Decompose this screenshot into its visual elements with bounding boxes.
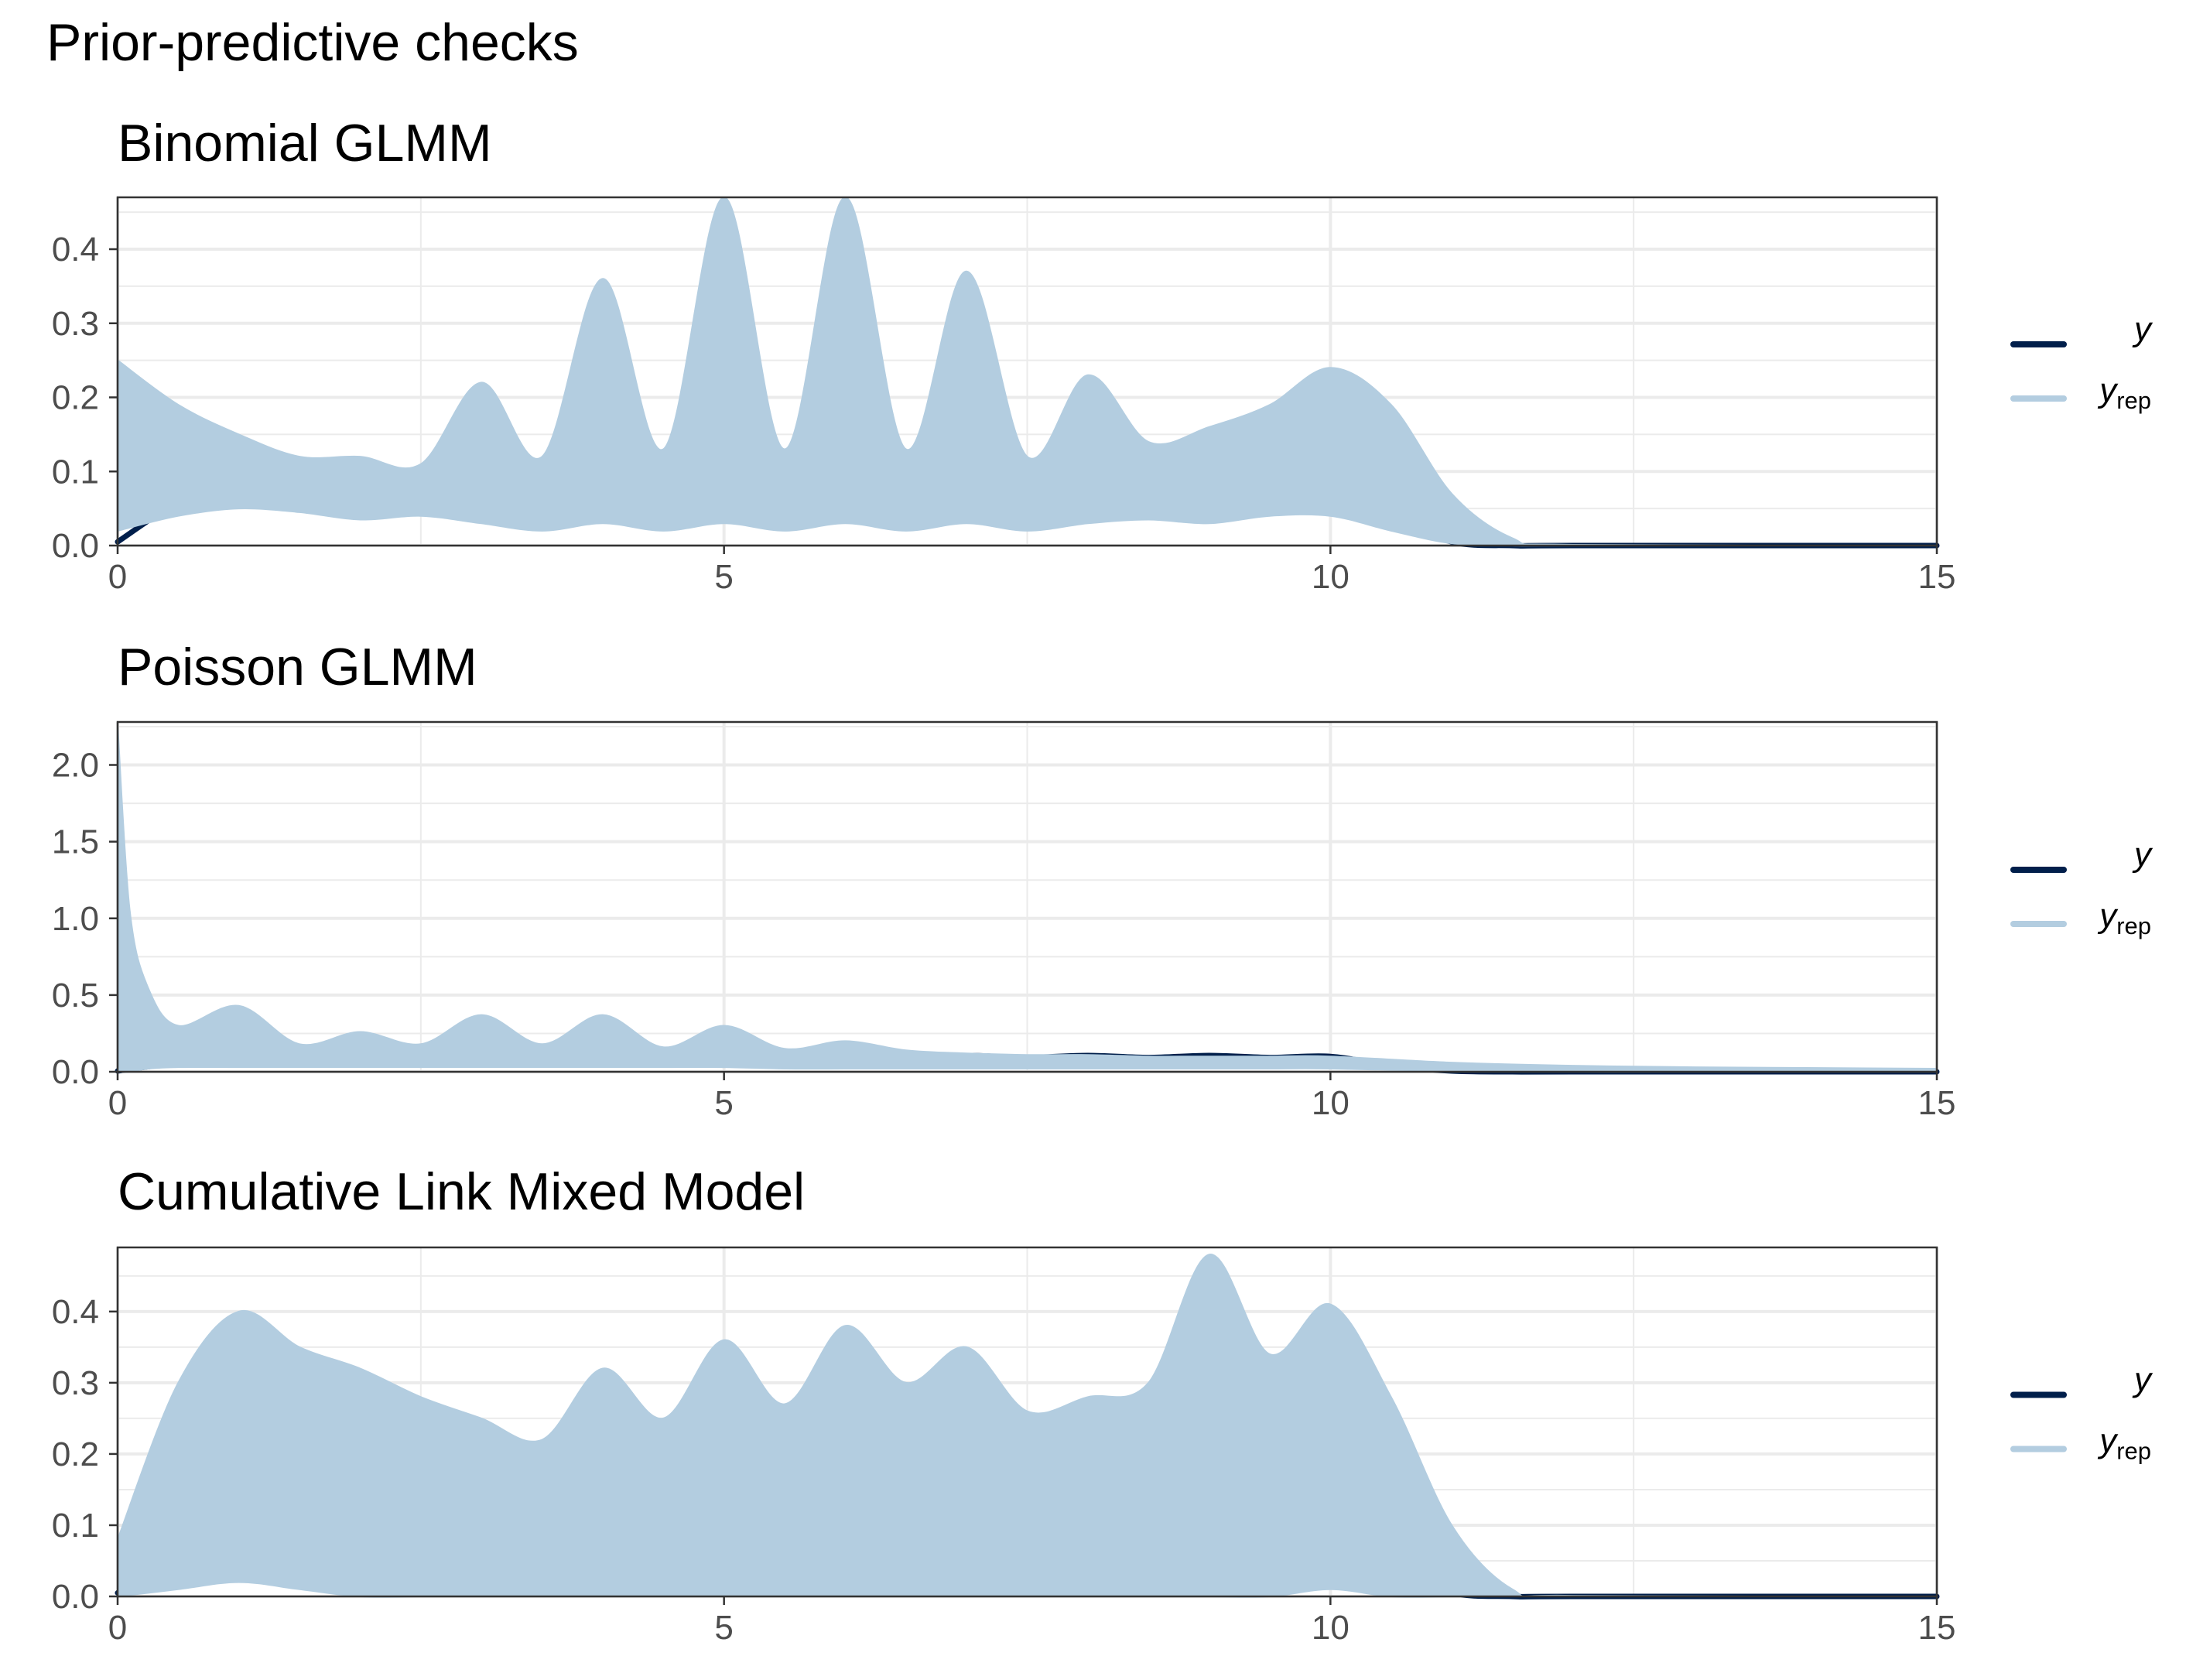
p2-title: Poisson GLMM <box>118 638 477 696</box>
p1-legend-label-yrep: yrep <box>2097 371 2151 414</box>
p3-panel-border <box>116 1246 1938 1598</box>
p2-panel-border <box>116 720 1938 1073</box>
p1-y-tick-label: 0.2 <box>52 379 99 417</box>
p3-y-tick-label: 0.1 <box>52 1507 99 1545</box>
p3-x-tick-label: 5 <box>714 1609 733 1647</box>
p2-y-tick-label: 1.5 <box>52 823 99 861</box>
p3-x-tick-label: 10 <box>1312 1609 1350 1647</box>
p1-y-tick-label: 0.1 <box>52 453 99 491</box>
p1-x-tick-label: 0 <box>108 558 127 596</box>
p1-y-tick-label: 0.4 <box>52 231 99 269</box>
p1-x-tick-label: 10 <box>1312 558 1350 596</box>
p1-y-tick-label: 0.3 <box>52 305 99 343</box>
p2-y-tick-label: 0.5 <box>52 977 99 1015</box>
p1-y-tick-label: 0.0 <box>52 527 99 565</box>
p1-series-yrep <box>117 197 1938 547</box>
p3-legend-label-yrep: yrep <box>2097 1422 2151 1465</box>
p1-x-tick-label: 15 <box>1918 558 1956 596</box>
p2-legend-label-yrep: yrep <box>2097 897 2151 939</box>
figure-title: Prior-predictive checks <box>46 13 579 72</box>
p1-panel-border <box>116 196 1938 547</box>
p2-x-tick-label: 10 <box>1312 1084 1350 1122</box>
p3-title: Cumulative Link Mixed Model <box>118 1162 805 1221</box>
p3-x-tick-label: 15 <box>1918 1609 1956 1647</box>
p2-series-yrep <box>117 724 1938 1073</box>
p2-y-tick-label: 2.0 <box>52 747 99 785</box>
p2-y-tick-label: 0.0 <box>52 1053 99 1091</box>
p2-x-tick-label: 5 <box>714 1084 733 1122</box>
p3-y-tick-label: 0.0 <box>52 1578 99 1616</box>
p2-y-tick-label: 1.0 <box>52 900 99 938</box>
p2-x-tick-label: 15 <box>1918 1084 1956 1122</box>
p3-y-tick-label: 0.3 <box>52 1364 99 1402</box>
p2-x-tick-label: 0 <box>108 1084 127 1122</box>
p3-x-tick-label: 0 <box>108 1609 127 1647</box>
p1-title: Binomial GLMM <box>118 114 492 173</box>
p2-legend-label-y: y <box>2132 836 2154 874</box>
p1-legend-label-y: y <box>2132 310 2154 348</box>
p1-x-tick-label: 5 <box>714 558 733 596</box>
p3-y-tick-label: 0.4 <box>52 1293 99 1331</box>
p3-y-tick-label: 0.2 <box>52 1435 99 1473</box>
p3-legend-label-y: y <box>2132 1361 2154 1399</box>
